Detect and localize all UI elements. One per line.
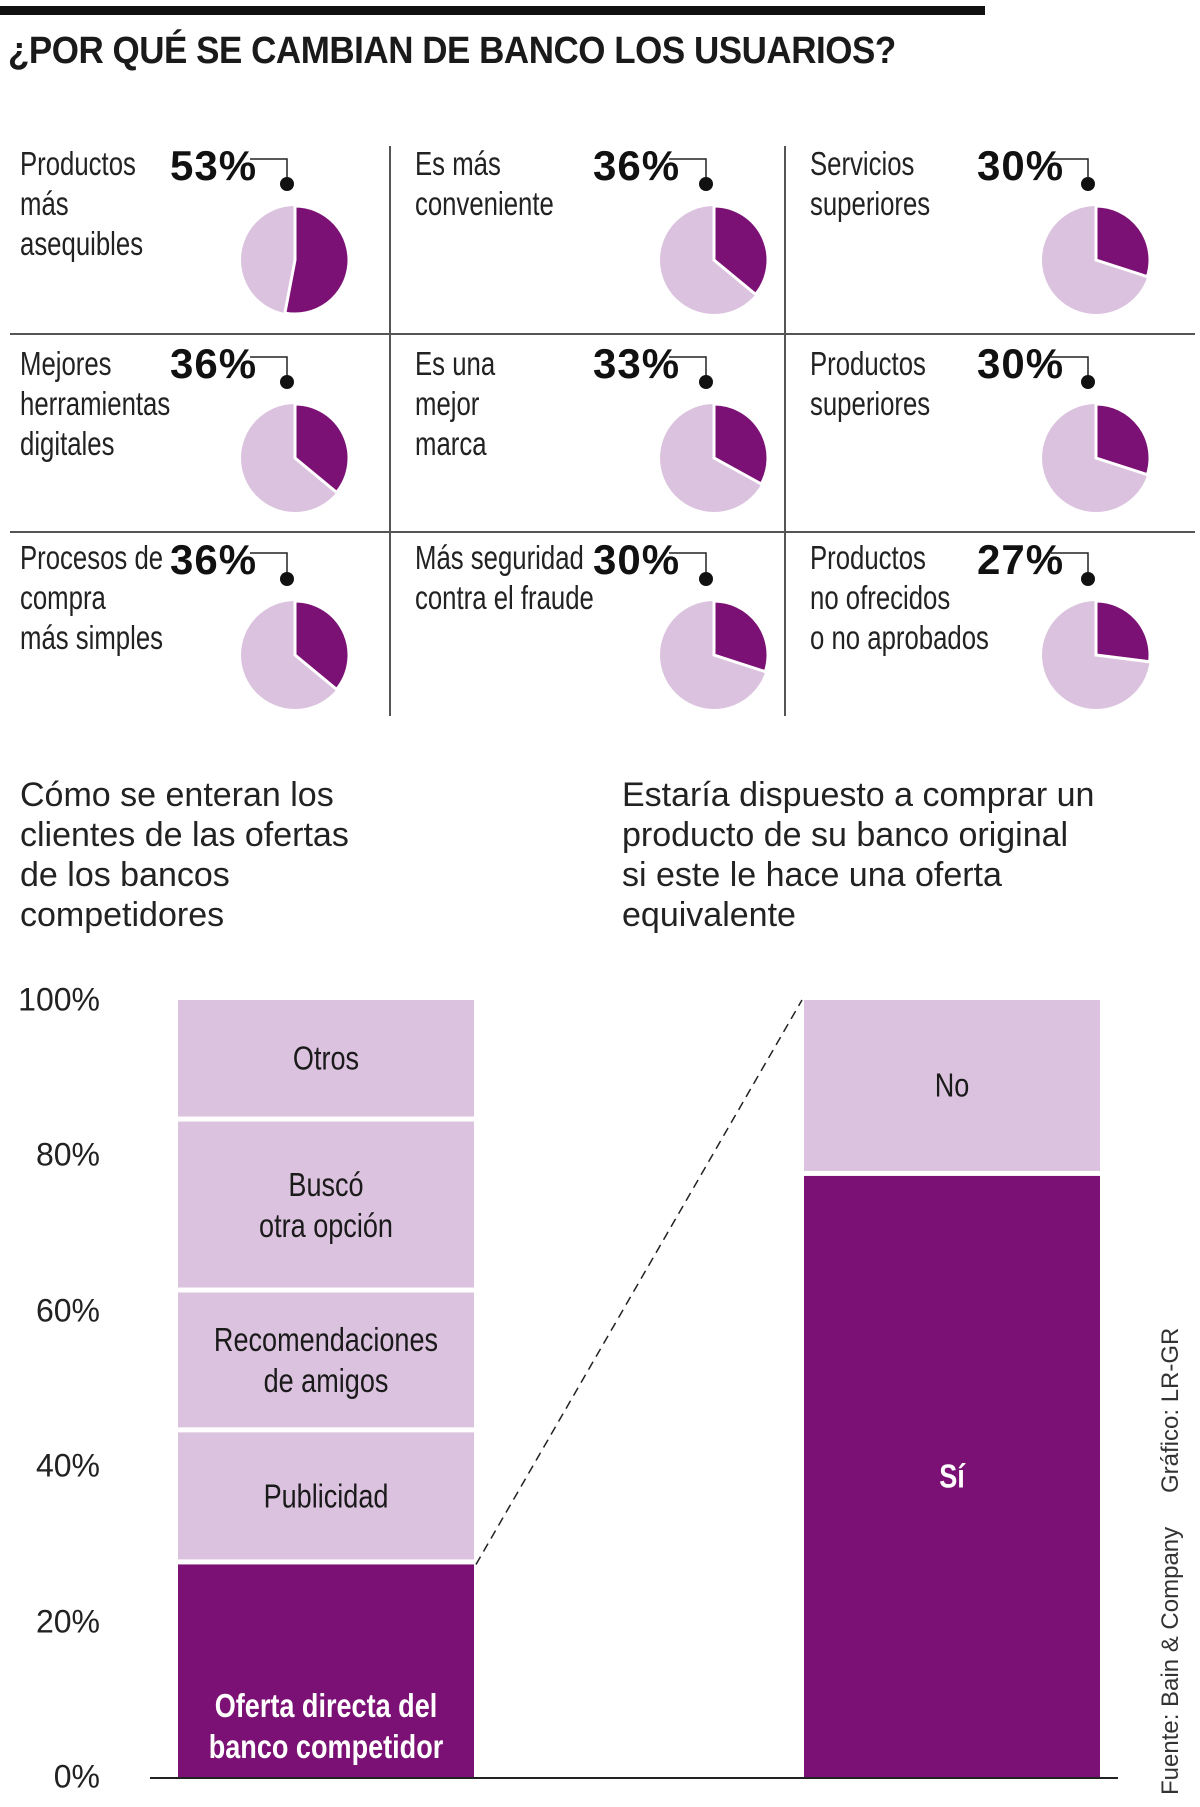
reason-label: Productos no ofrecidos o no aprobados: [810, 539, 989, 656]
y-tick-label: 80%: [35, 1136, 100, 1173]
bar-segment-label: Oferta directa del banco competidor: [208, 1686, 444, 1765]
reason-percent: 36%: [170, 536, 258, 583]
pie-remainder: [1042, 404, 1150, 512]
pie-slice: [293, 402, 351, 495]
pie-remainder: [660, 206, 768, 314]
bar-segment-label: Sí: [939, 1457, 965, 1495]
reason-label: Es una mejor marca: [415, 345, 496, 462]
grid-rule-v2: [784, 146, 786, 716]
leader-dot: [280, 177, 294, 191]
pie-remainder: [241, 601, 349, 709]
pie-remainder: [660, 601, 768, 709]
bar-segment-label: Buscó otra opción: [259, 1165, 393, 1244]
bar-segment-label: Publicidad: [263, 1477, 389, 1515]
y-tick-label: 60%: [35, 1292, 100, 1329]
y-tick-label: 100%: [18, 981, 100, 1018]
source-credit: Fuente: Bain & Company: [1157, 1526, 1184, 1795]
leader-dot: [699, 177, 713, 191]
page-title: ¿POR QUÉ SE CAMBIAN DE BANCO LOS USUARIO…: [8, 30, 896, 72]
left-chart-title: Cómo se enteran los clientes de las ofer…: [20, 776, 349, 934]
pie-remainder: [1042, 206, 1150, 314]
y-tick-label: 40%: [35, 1447, 100, 1484]
reason-label: Productos superiores: [810, 345, 931, 422]
reason-label: Procesos de compra más simples: [20, 539, 164, 656]
leader-dot: [280, 375, 294, 389]
top-rule: [0, 6, 985, 15]
leader-dot: [1081, 375, 1095, 389]
pie-remainder: [660, 404, 768, 512]
reason-percent: 33%: [593, 340, 681, 387]
pie-slice: [283, 204, 351, 316]
right-chart-title: Estaría dispuesto a comprar un producto …: [622, 776, 1095, 934]
leader-dot: [280, 572, 294, 586]
pie-remainder: [1042, 601, 1150, 709]
reason-label: Productos más asequibles: [20, 145, 144, 262]
reason-percent: 27%: [977, 536, 1065, 583]
pie-slice: [712, 204, 770, 297]
reason-percent: 36%: [593, 142, 681, 189]
y-tick-label: 0%: [53, 1758, 100, 1795]
reason-percent: 30%: [977, 340, 1065, 387]
reason-percent: 36%: [170, 340, 258, 387]
pie-slice: [712, 599, 770, 674]
connector-dashed-line: [475, 999, 803, 1565]
pie-slice: [293, 599, 351, 692]
pie-remainder: [241, 404, 349, 512]
bar-segment-label: Recomendaciones de amigos: [213, 1320, 439, 1399]
reason-label: Es más conveniente: [415, 145, 554, 222]
reason-percent: 30%: [977, 142, 1065, 189]
leader-dot: [699, 572, 713, 586]
grid-rule-v1: [389, 146, 391, 716]
grid-rule-h1: [10, 333, 1195, 335]
reason-label: Más seguridad contra el fraude: [415, 539, 594, 616]
pie-remainder: [241, 206, 349, 314]
leader-dot: [699, 375, 713, 389]
reason-percent: 53%: [170, 142, 258, 189]
pie-slice: [712, 402, 770, 487]
pie-slice: [1094, 402, 1152, 477]
pie-slice: [1094, 599, 1152, 664]
reason-percent: 30%: [593, 536, 681, 583]
bar-segment-label: Otros: [292, 1039, 360, 1077]
leader-dot: [1081, 572, 1095, 586]
y-tick-label: 20%: [35, 1603, 100, 1640]
graphic-credit: Gráfico: LR-GR: [1157, 1327, 1184, 1493]
reason-label: Servicios superiores: [810, 145, 931, 222]
grid-rule-h2: [10, 531, 1195, 533]
pie-slice: [1094, 204, 1152, 279]
reason-label: Mejores herramientas digitales: [20, 345, 171, 462]
leader-dot: [1081, 177, 1095, 191]
bar-segment-label: No: [934, 1066, 970, 1104]
